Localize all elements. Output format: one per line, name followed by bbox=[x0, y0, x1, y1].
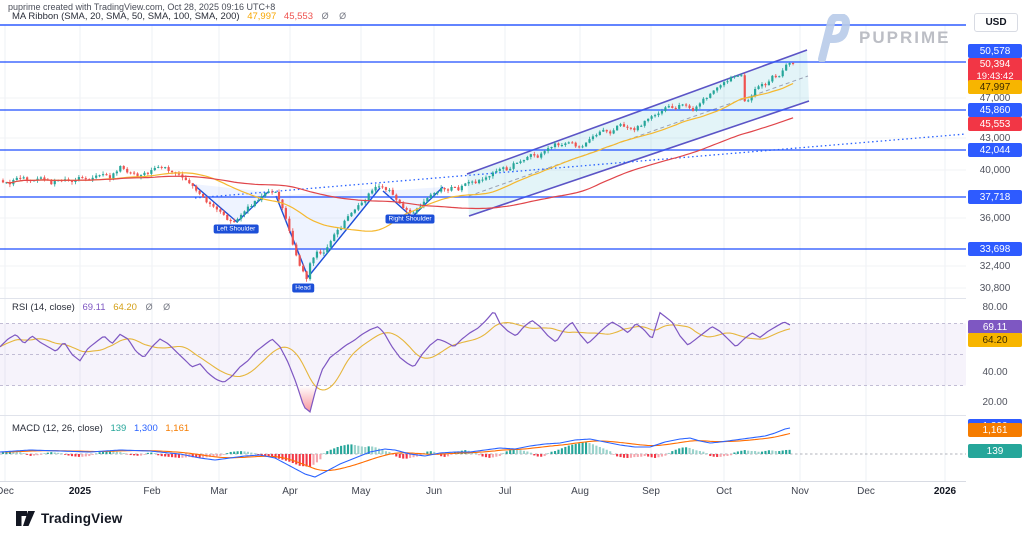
pattern-label-head: Head bbox=[292, 283, 314, 293]
time-axis-label-2025: 2025 bbox=[68, 486, 92, 497]
price-axis-label-33698: 33,698 bbox=[968, 242, 1022, 256]
price-axis-label-45860: 45,860 bbox=[968, 103, 1022, 117]
time-axis-label-feb: Feb bbox=[143, 486, 161, 497]
price-axis-label-40000: 40,000 bbox=[979, 164, 1011, 176]
time-axis-label-sep: Sep bbox=[642, 486, 660, 497]
price-axis-label-30800: 30,800 bbox=[979, 282, 1011, 294]
price-axis-label-42044: 42,044 bbox=[968, 143, 1022, 157]
price-axis-label-43000: 43,000 bbox=[979, 132, 1011, 144]
time-axis-label-aug: Aug bbox=[571, 486, 589, 497]
price-axis-label-37718: 37,718 bbox=[968, 190, 1022, 204]
sma-slow-line bbox=[6, 117, 794, 210]
price-axis-label-45553: 45,553 bbox=[968, 117, 1022, 131]
time-axis-label-nov: Nov bbox=[791, 486, 809, 497]
rsi-pane[interactable] bbox=[0, 311, 966, 413]
price-axis-label-50394: 50,394 19:43:42 bbox=[968, 58, 1022, 84]
time-axis-label-oct: Oct bbox=[716, 486, 732, 497]
rsi-ma-value: 64.20 bbox=[113, 302, 137, 313]
macd-legend[interactable]: MACD (12, 26, close) 139 1,300 1,161 bbox=[12, 423, 189, 434]
time-axis-label-mar: Mar bbox=[210, 486, 228, 497]
time-axis-label-2026: 2026 bbox=[933, 486, 957, 497]
attribution-text: puprime created with TradingView.com, Oc… bbox=[8, 2, 276, 12]
price-axis-label-47997: 47,997 bbox=[968, 80, 1022, 94]
puprime-watermark: PUPRIME bbox=[812, 14, 950, 62]
tradingview-logo-text: TradingView bbox=[41, 511, 123, 526]
price-axis-label-countdown: 19:43:42 bbox=[976, 71, 1014, 82]
macd-axis-label-139: 139 bbox=[968, 444, 1022, 458]
price-level-lines[interactable] bbox=[0, 24, 967, 250]
time-axis-label-apr: Apr bbox=[282, 486, 298, 497]
macd-signal-value: 1,161 bbox=[165, 423, 190, 434]
grid bbox=[0, 0, 1024, 482]
price-axis-label-47000: 47,000 bbox=[979, 92, 1011, 104]
ma-ribbon-value-1: 47,997 bbox=[247, 11, 277, 22]
rsi-axis-label-2000: 20.00 bbox=[982, 396, 1008, 408]
hidden-series-icons[interactable]: Ø Ø bbox=[321, 11, 351, 21]
currency-toggle-usd[interactable]: USD bbox=[974, 13, 1018, 32]
price-axis-label-36000: 36,000 bbox=[979, 212, 1011, 224]
macd-axis-label-1161: 1,161 bbox=[968, 423, 1022, 437]
time-axis-label-jul: Jul bbox=[498, 486, 512, 497]
ascending-channel bbox=[466, 49, 810, 217]
macd-legend-title: MACD (12, 26, close) bbox=[12, 423, 103, 434]
puprime-logo-icon bbox=[818, 14, 851, 62]
rsi-axis-label-4000: 40.00 bbox=[982, 366, 1008, 378]
rsi-value: 69.11 bbox=[82, 302, 106, 313]
price-axis-label-32400: 32,400 bbox=[979, 260, 1011, 272]
puprime-watermark-text: PUPRIME bbox=[859, 28, 951, 47]
rsi-axis-label-8000: 80.00 bbox=[982, 301, 1008, 313]
rsi-axis-label-6911: 69.11 bbox=[968, 320, 1022, 334]
time-axis-label-may: May bbox=[351, 486, 371, 497]
rsi-axis-label-6420: 64.20 bbox=[968, 333, 1022, 347]
ma-ribbon-legend-title: MA Ribbon (SMA, 20, SMA, 50, SMA, 100, S… bbox=[12, 11, 240, 22]
rsi-legend-title: RSI (14, close) bbox=[12, 302, 75, 313]
macd-histogram-value: 139 bbox=[110, 423, 127, 434]
macd-line-value: 1,300 bbox=[133, 423, 158, 434]
ma-ribbon-value-2: 45,553 bbox=[283, 11, 313, 22]
macd-pane[interactable] bbox=[0, 427, 966, 478]
rsi-legend[interactable]: RSI (14, close) 69.11 64.20 Ø Ø bbox=[12, 302, 174, 313]
tradingview-footer-link[interactable]: TradingView bbox=[16, 510, 122, 527]
time-axis-label-jun: Jun bbox=[425, 486, 443, 497]
pattern-label-left-shoulder: Left Shoulder bbox=[213, 224, 259, 234]
time-axis-label-dec: Dec bbox=[0, 486, 14, 497]
price-axis-label-50578: 50,578 bbox=[968, 44, 1022, 58]
time-axis-label-dec: Dec bbox=[857, 486, 875, 497]
rsi-hidden-series-icons[interactable]: Ø Ø bbox=[145, 302, 175, 312]
pattern-label-right-shoulder: Right Shoulder bbox=[385, 214, 435, 224]
tradingview-logo-icon bbox=[16, 511, 35, 526]
ma-ribbon-legend[interactable]: MA Ribbon (SMA, 20, SMA, 50, SMA, 100, S… bbox=[12, 11, 350, 22]
